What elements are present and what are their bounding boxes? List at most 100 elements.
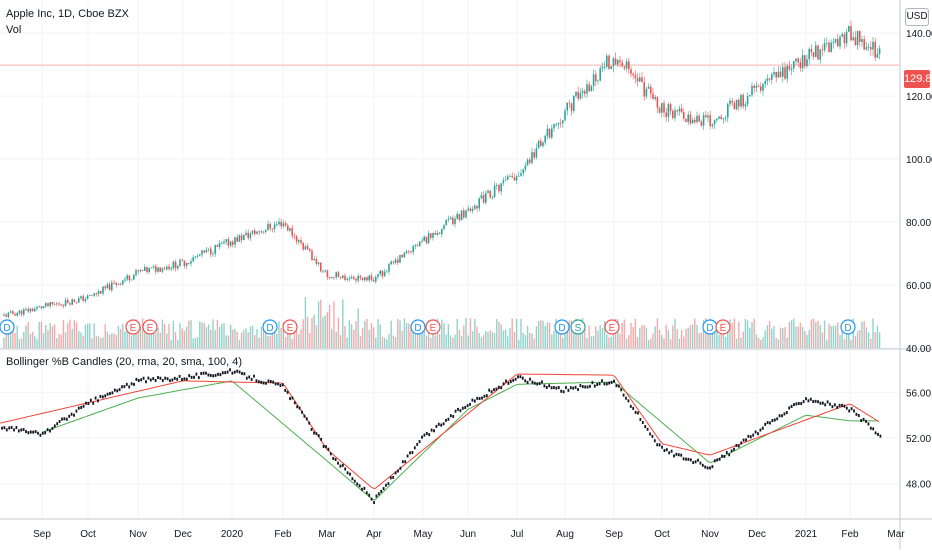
volume-bar	[155, 332, 157, 348]
indicator-dot	[123, 385, 126, 389]
indicator-dot	[805, 397, 807, 401]
indicator-tick-label: 52.00	[906, 434, 931, 445]
volume-bar	[379, 324, 381, 348]
indicator-dot	[332, 456, 335, 460]
indicator-dot	[771, 419, 774, 423]
candle-body	[199, 254, 201, 256]
indicator-dot	[615, 384, 618, 388]
indicator-dot	[853, 409, 855, 413]
volume-bar	[388, 334, 390, 348]
volume-bar	[434, 335, 436, 348]
candle-body	[25, 308, 27, 310]
candle-body	[320, 262, 322, 272]
volume-bar	[707, 332, 709, 348]
volume-bar	[256, 329, 258, 348]
volume-bar	[790, 320, 793, 348]
candle-body	[188, 262, 190, 264]
candle-body	[86, 295, 89, 300]
volume-bar	[584, 330, 586, 348]
candle-body	[302, 242, 304, 250]
candle-body	[623, 66, 626, 69]
volume-bar	[762, 337, 764, 348]
volume-bar	[504, 329, 507, 348]
candle-body	[647, 86, 650, 89]
event-marker-circle	[0, 319, 15, 335]
candle-body	[430, 233, 432, 238]
volume-bar	[339, 335, 342, 348]
event-marker-label: D	[706, 323, 713, 334]
candle-body	[419, 242, 421, 246]
candle-body	[445, 220, 447, 226]
candle-body	[634, 75, 637, 78]
candle-body	[694, 119, 696, 123]
currency-button[interactable]: USD	[905, 8, 929, 26]
volume-bar	[694, 318, 696, 348]
volume-legend[interactable]: Vol	[6, 24, 22, 36]
indicator-dot	[296, 405, 299, 409]
indicator-dot	[313, 431, 315, 435]
volume-bar	[463, 325, 465, 348]
event-marker-circle	[142, 319, 158, 335]
event-marker-circle	[715, 319, 731, 335]
candle-body	[155, 266, 157, 272]
volume-bar	[520, 318, 522, 348]
price-axis-labels[interactable]: 140.00 120.00 100.00 80.00 60.00 40.00	[906, 29, 932, 355]
candle-body	[47, 303, 49, 307]
indicator-dot	[814, 399, 817, 403]
volume-bar	[507, 336, 509, 348]
candle-body	[467, 208, 469, 211]
indicator-dot	[855, 412, 858, 416]
candle-body	[271, 228, 274, 230]
volume-bar	[269, 336, 271, 348]
candle-body	[720, 116, 722, 120]
indicator-dot	[145, 380, 147, 384]
candle-body	[876, 53, 879, 58]
candle-body	[247, 232, 249, 238]
time-axis-labels[interactable]: Sep Oct Nov Dec 2020 Feb Mar Apr May Jun Jul Aug Sep…	[33, 529, 905, 540]
volume-bar	[669, 339, 672, 348]
volume-bar	[207, 324, 210, 348]
volume-bar	[427, 320, 430, 348]
indicator-dot	[637, 411, 639, 415]
indicator-dot	[224, 371, 227, 375]
indicator-dot	[524, 379, 527, 383]
indicator-legend[interactable]: Bollinger %B Candles (20, rma, 20, sma, …	[6, 356, 243, 368]
indicator-dot	[445, 418, 447, 422]
indicator-dot	[315, 432, 318, 436]
volume-bar	[771, 328, 773, 348]
candle-body	[830, 42, 832, 52]
candle-body	[577, 91, 579, 99]
event-marker-label: E	[609, 323, 616, 334]
indicator-axis-labels[interactable]: 56.00 52.00 48.00	[906, 388, 931, 490]
candle-body	[463, 210, 465, 218]
candle-body	[513, 177, 516, 181]
indicator-dot	[565, 386, 567, 390]
volume-bar	[467, 335, 469, 348]
symbol-legend[interactable]: Apple Inc, 1D, Cboe BZX	[6, 8, 129, 20]
volume-bar	[386, 339, 388, 348]
candle-body	[306, 246, 309, 250]
volume-bar	[764, 330, 766, 348]
volume-bar	[854, 336, 857, 348]
candle-body	[141, 270, 144, 271]
volume-bar	[566, 326, 568, 348]
indicator-dot	[661, 445, 663, 449]
volume-bar	[447, 324, 450, 348]
candle-body	[597, 80, 599, 82]
indicator-dot	[740, 441, 743, 445]
volume-bar	[348, 320, 351, 348]
indicator-dot	[505, 379, 507, 383]
indicator-dot	[802, 400, 805, 404]
indicator-dot	[608, 381, 611, 385]
volume-bar	[592, 335, 595, 348]
candle-body	[683, 112, 685, 119]
candle-body	[379, 270, 381, 275]
candle-body	[643, 82, 645, 97]
indicator-dot	[286, 390, 289, 394]
volume-bar	[555, 318, 557, 348]
volume-bar	[414, 321, 417, 348]
indicator-dot	[754, 430, 757, 434]
candle-body	[762, 84, 764, 91]
candle-body	[45, 303, 47, 307]
